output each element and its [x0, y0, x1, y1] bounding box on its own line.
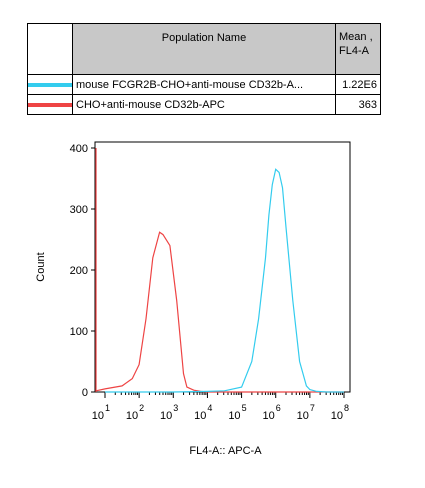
x-tick-label: 10 [194, 410, 206, 422]
y-tick-label: 0 [82, 387, 88, 399]
y-tick-label: 300 [70, 204, 88, 216]
y-axis: 0 100 200 300 400 [70, 143, 95, 399]
legend-header-row: Population Name Mean , FL4-A [27, 23, 381, 75]
x-tick-exponent: 7 [310, 403, 315, 413]
legend-header-mean-line1: Mean , [339, 31, 373, 43]
y-axis-label: Count [35, 252, 47, 281]
x-tick-exponent: 4 [207, 403, 212, 413]
legend-row-name: CHO+anti-mouse CD32b-APC [72, 94, 336, 115]
x-tick-base: 10 [262, 410, 274, 422]
x-tick-exponent: 8 [344, 403, 349, 413]
x-tick-base: 10 [160, 410, 172, 422]
legend-table: Population Name Mean , FL4-A mouse FCGR2… [27, 23, 381, 115]
x-tick-exponent: 1 [105, 403, 110, 413]
x-axis-label: FL4-A:: APC-A [189, 445, 262, 457]
legend-row-mean: 363 [335, 94, 381, 115]
y-tick-label: 400 [70, 143, 88, 155]
y-tick-label: 100 [70, 326, 88, 338]
x-tick-exponent: 5 [242, 403, 247, 413]
x-tick-label: 10 [160, 410, 172, 422]
x-tick-label: 10 [297, 410, 309, 422]
legend-header-population-name: Population Name [72, 23, 336, 75]
x-tick-base: 10 [297, 410, 309, 422]
x-tick-label: 10 [262, 410, 274, 422]
x-tick-base: 10 [92, 410, 104, 422]
legend-header-blank [27, 23, 73, 75]
x-tick-base: 10 [194, 410, 206, 422]
x-tick-base: 10 [228, 410, 240, 422]
x-tick-base: 10 [331, 410, 343, 422]
legend-header-mean-line2: FL4-A [339, 45, 369, 57]
x-tick-base: 10 [126, 410, 138, 422]
series-line-1 [105, 168, 344, 393]
legend-row-name: mouse FCGR2B-CHO+anti-mouse CD32b-A... [72, 74, 336, 95]
x-tick-label: 10 [331, 410, 343, 422]
legend-row: CHO+anti-mouse CD32b-APC 363 [27, 94, 381, 115]
x-tick-label: 10 [228, 410, 240, 422]
series-line-0 [95, 148, 344, 393]
plot-frame [94, 141, 351, 393]
series-group [95, 148, 344, 393]
legend-swatch-1 [28, 102, 72, 107]
legend-header-mean: Mean , FL4-A [335, 23, 381, 75]
legend-swatch-0 [28, 82, 72, 87]
legend-row-mean: 1.22E6 [335, 74, 381, 95]
x-tick-exponent: 2 [139, 403, 144, 413]
y-tick-label: 200 [70, 265, 88, 277]
x-tick-exponent: 3 [173, 403, 178, 413]
x-tick-label: 10 [126, 410, 138, 422]
x-tick-exponent: 6 [276, 403, 281, 413]
x-tick-label: 10 [92, 410, 104, 422]
legend-row: mouse FCGR2B-CHO+anti-mouse CD32b-A... 1… [27, 74, 381, 95]
